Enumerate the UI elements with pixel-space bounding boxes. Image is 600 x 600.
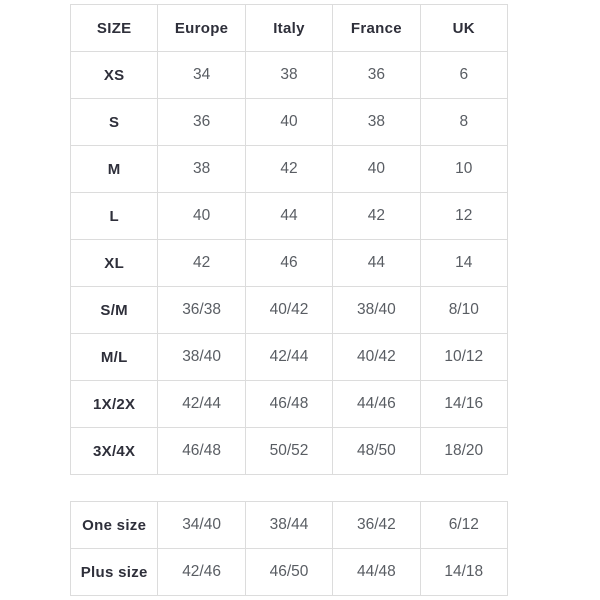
europe-value: 34 bbox=[157, 51, 246, 99]
europe-value: 38/40 bbox=[157, 333, 246, 381]
size-label: One size bbox=[69, 501, 159, 549]
size-label: 3X/4X bbox=[69, 427, 159, 475]
uk-value: 18/20 bbox=[419, 427, 509, 475]
uk-value: 12 bbox=[419, 192, 509, 240]
table-row-xl: XL 42 46 44 14 bbox=[69, 239, 509, 287]
italy-value: 38/44 bbox=[244, 501, 334, 549]
table-row-m: M 38 42 40 10 bbox=[69, 145, 509, 193]
size-label: M bbox=[69, 145, 159, 193]
table-row-plus-size: Plus size 42/46 46/50 44/48 14/18 bbox=[69, 548, 509, 596]
italy-value: 44 bbox=[244, 192, 334, 240]
table-row-sm: S/M 36/38 40/42 38/40 8/10 bbox=[69, 286, 509, 334]
france-value: 36/42 bbox=[332, 501, 421, 549]
italy-value: 46 bbox=[244, 239, 334, 287]
italy-value: 40 bbox=[244, 98, 334, 146]
italy-value: 46/48 bbox=[244, 380, 334, 428]
col-header-uk: UK bbox=[419, 4, 509, 52]
uk-value: 10/12 bbox=[419, 333, 509, 381]
col-header-europe: Europe bbox=[157, 4, 246, 52]
france-value: 38/40 bbox=[332, 286, 421, 334]
table-row-s: S 36 40 38 8 bbox=[69, 98, 509, 146]
france-value: 44/46 bbox=[332, 380, 421, 428]
uk-value: 10 bbox=[419, 145, 509, 193]
size-label: XL bbox=[69, 239, 159, 287]
italy-value: 50/52 bbox=[244, 427, 334, 475]
table-row-3x4x: 3X/4X 46/48 50/52 48/50 18/20 bbox=[69, 427, 509, 475]
france-value: 48/50 bbox=[332, 427, 421, 475]
italy-value: 42/44 bbox=[244, 333, 334, 381]
table-row-xs: XS 34 38 36 6 bbox=[69, 51, 509, 99]
uk-value: 14 bbox=[419, 239, 509, 287]
france-value: 40/42 bbox=[332, 333, 421, 381]
uk-value: 8/10 bbox=[419, 286, 509, 334]
italy-value: 42 bbox=[244, 145, 334, 193]
table-row-one-size: One size 34/40 38/44 36/42 6/12 bbox=[69, 501, 509, 549]
france-value: 44 bbox=[332, 239, 421, 287]
europe-value: 42/44 bbox=[157, 380, 246, 428]
france-value: 44/48 bbox=[332, 548, 421, 596]
europe-value: 42 bbox=[157, 239, 246, 287]
europe-value: 38 bbox=[157, 145, 246, 193]
size-conversion-table: SIZE Europe Italy France UK XS 34 38 36 … bbox=[69, 4, 509, 475]
size-label: S/M bbox=[69, 286, 159, 334]
size-label: S bbox=[69, 98, 159, 146]
table-row-l: L 40 44 42 12 bbox=[69, 192, 509, 240]
italy-value: 46/50 bbox=[244, 548, 334, 596]
table-row-1x2x: 1X/2X 42/44 46/48 44/46 14/16 bbox=[69, 380, 509, 428]
uk-value: 14/18 bbox=[419, 548, 509, 596]
header-row: SIZE Europe Italy France UK bbox=[69, 4, 509, 52]
europe-value: 46/48 bbox=[157, 427, 246, 475]
table-row-ml: M/L 38/40 42/44 40/42 10/12 bbox=[69, 333, 509, 381]
uk-value: 14/16 bbox=[419, 380, 509, 428]
europe-value: 36 bbox=[157, 98, 246, 146]
uk-value: 6/12 bbox=[419, 501, 509, 549]
france-value: 42 bbox=[332, 192, 421, 240]
size-label: XS bbox=[69, 51, 159, 99]
france-value: 36 bbox=[332, 51, 421, 99]
col-header-france: France bbox=[332, 4, 421, 52]
europe-value: 34/40 bbox=[157, 501, 246, 549]
size-label: M/L bbox=[69, 333, 159, 381]
col-header-italy: Italy bbox=[244, 4, 334, 52]
size-label: 1X/2X bbox=[69, 380, 159, 428]
size-label: L bbox=[69, 192, 159, 240]
france-value: 40 bbox=[332, 145, 421, 193]
europe-value: 40 bbox=[157, 192, 246, 240]
europe-value: 36/38 bbox=[157, 286, 246, 334]
italy-value: 38 bbox=[244, 51, 334, 99]
europe-value: 42/46 bbox=[157, 548, 246, 596]
special-sizes-table: One size 34/40 38/44 36/42 6/12 Plus siz… bbox=[69, 501, 509, 596]
uk-value: 8 bbox=[419, 98, 509, 146]
size-label: Plus size bbox=[69, 548, 159, 596]
col-header-size: SIZE bbox=[69, 4, 159, 52]
italy-value: 40/42 bbox=[244, 286, 334, 334]
uk-value: 6 bbox=[419, 51, 509, 99]
france-value: 38 bbox=[332, 98, 421, 146]
